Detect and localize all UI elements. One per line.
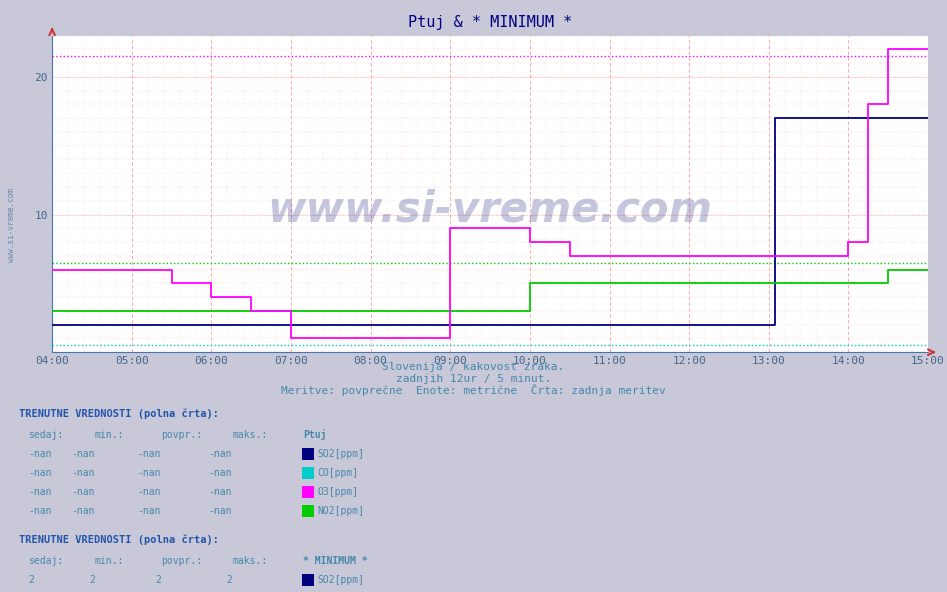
Text: -nan: -nan — [71, 487, 95, 497]
Text: 2: 2 — [28, 575, 34, 585]
Text: -nan: -nan — [71, 506, 95, 516]
Text: www.si-vreme.com: www.si-vreme.com — [7, 188, 16, 262]
Text: -nan: -nan — [71, 468, 95, 478]
Text: -nan: -nan — [28, 487, 52, 497]
Text: -nan: -nan — [28, 449, 52, 459]
Text: -nan: -nan — [208, 449, 232, 459]
Text: -nan: -nan — [208, 487, 232, 497]
Text: Ptuj: Ptuj — [303, 429, 327, 440]
Text: maks.:: maks.: — [232, 430, 267, 440]
Text: 2: 2 — [89, 575, 95, 585]
Text: maks.:: maks.: — [232, 556, 267, 566]
Text: -nan: -nan — [208, 506, 232, 516]
Text: www.si-vreme.com: www.si-vreme.com — [268, 189, 712, 231]
Text: sedaj:: sedaj: — [28, 430, 63, 440]
Text: -nan: -nan — [137, 506, 161, 516]
Title: Ptuj & * MINIMUM *: Ptuj & * MINIMUM * — [408, 15, 572, 30]
Text: NO2[ppm]: NO2[ppm] — [317, 506, 365, 516]
Text: 2: 2 — [226, 575, 232, 585]
Text: SO2[ppm]: SO2[ppm] — [317, 575, 365, 585]
Text: -nan: -nan — [137, 487, 161, 497]
Text: sedaj:: sedaj: — [28, 556, 63, 566]
Text: TRENUTNE VREDNOSTI (polna črta):: TRENUTNE VREDNOSTI (polna črta): — [19, 409, 219, 419]
Text: CO[ppm]: CO[ppm] — [317, 468, 358, 478]
Text: -nan: -nan — [28, 506, 52, 516]
Text: Slovenija / kakovost zraka.: Slovenija / kakovost zraka. — [383, 362, 564, 372]
Text: povpr.:: povpr.: — [161, 556, 202, 566]
Text: -nan: -nan — [137, 449, 161, 459]
Text: O3[ppm]: O3[ppm] — [317, 487, 358, 497]
Text: -nan: -nan — [28, 468, 52, 478]
Text: povpr.:: povpr.: — [161, 430, 202, 440]
Text: -nan: -nan — [208, 468, 232, 478]
Text: min.:: min.: — [95, 556, 124, 566]
Text: zadnjih 12ur / 5 minut.: zadnjih 12ur / 5 minut. — [396, 374, 551, 384]
Text: Meritve: povprečne  Enote: metrične  Črta: zadnja meritev: Meritve: povprečne Enote: metrične Črta:… — [281, 384, 666, 395]
Text: 2: 2 — [155, 575, 161, 585]
Text: min.:: min.: — [95, 430, 124, 440]
Text: TRENUTNE VREDNOSTI (polna črta):: TRENUTNE VREDNOSTI (polna črta): — [19, 535, 219, 545]
Text: -nan: -nan — [137, 468, 161, 478]
Text: SO2[ppm]: SO2[ppm] — [317, 449, 365, 459]
Text: * MINIMUM *: * MINIMUM * — [303, 556, 367, 566]
Text: -nan: -nan — [71, 449, 95, 459]
